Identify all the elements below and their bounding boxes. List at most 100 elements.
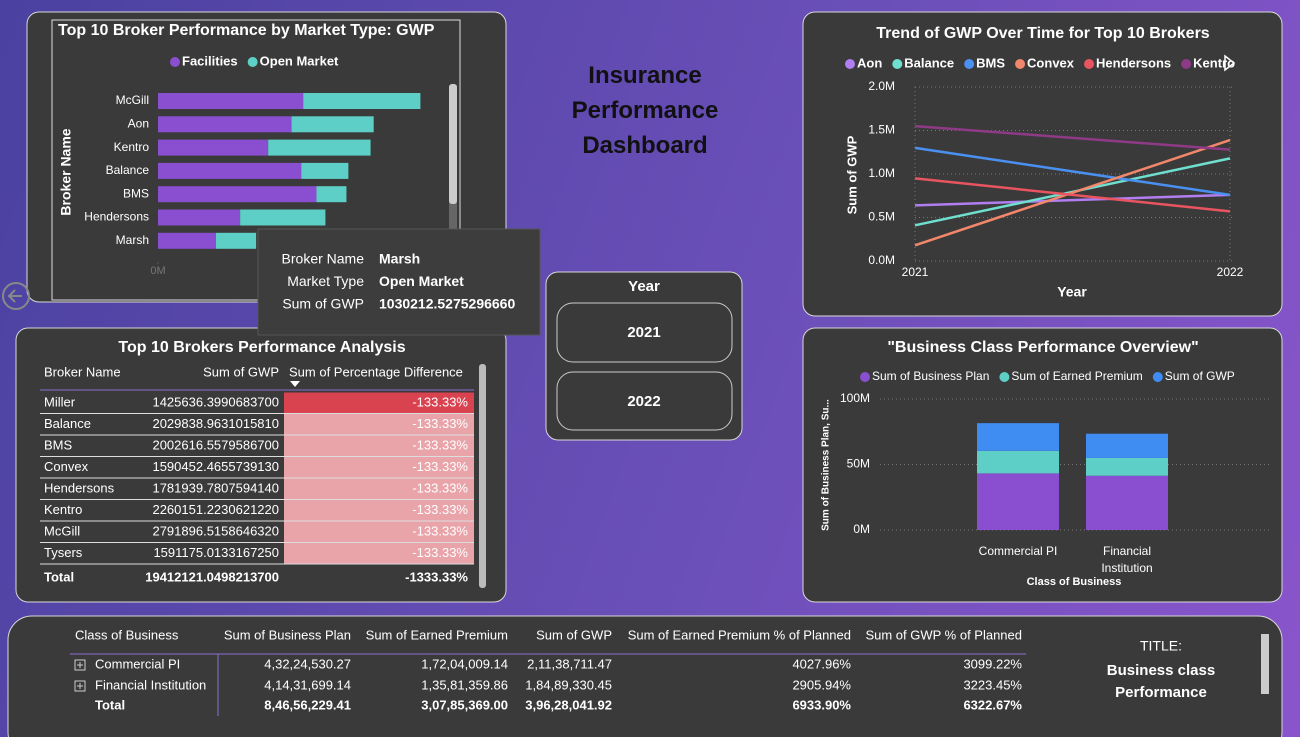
legend-label[interactable]: BMS bbox=[976, 55, 1005, 70]
table-cell: 4027.96% bbox=[792, 656, 851, 671]
table-total: -1333.33% bbox=[405, 569, 468, 584]
y-tick-label: 100M bbox=[840, 391, 870, 405]
legend-label[interactable]: Facilities bbox=[182, 53, 238, 68]
chart-title: Top 10 Broker Performance by Market Type… bbox=[58, 22, 435, 39]
column-header[interactable]: Sum of GWP % of Planned bbox=[865, 627, 1022, 642]
legend-label[interactable]: Open Market bbox=[260, 53, 339, 68]
table-total: 8,46,56,229.41 bbox=[264, 697, 351, 712]
cell-background bbox=[284, 457, 474, 478]
scrollbar[interactable] bbox=[1261, 634, 1269, 694]
x-tick-label: 2022 bbox=[1217, 265, 1244, 279]
bar[interactable] bbox=[158, 93, 304, 109]
y-tick-label: 2.0M bbox=[868, 79, 895, 93]
table-cell: 4,14,31,699.14 bbox=[264, 677, 351, 692]
x-tick-label: 0M bbox=[150, 265, 165, 277]
legend-label[interactable]: Convex bbox=[1027, 55, 1075, 70]
table-cell: 3099.22% bbox=[963, 656, 1022, 671]
expand-icon[interactable] bbox=[74, 659, 86, 671]
y-tick-label: McGill bbox=[116, 93, 149, 107]
bar[interactable] bbox=[158, 116, 292, 133]
cell-background bbox=[284, 543, 474, 564]
bar[interactable] bbox=[158, 162, 302, 179]
line[interactable] bbox=[914, 138, 1231, 247]
bar[interactable] bbox=[268, 139, 371, 156]
cell-background bbox=[284, 478, 474, 500]
back-button[interactable] bbox=[2, 282, 30, 310]
legend-label[interactable]: Sum of Business Plan bbox=[872, 369, 989, 383]
y-axis-title: Sum of Business Plan, Su... bbox=[821, 399, 832, 531]
slicer-button[interactable] bbox=[556, 371, 733, 431]
table-cell: 2791896.5158646320 bbox=[152, 523, 279, 538]
cell-background bbox=[284, 435, 474, 457]
card-label: TITLE: bbox=[1140, 638, 1182, 654]
line[interactable] bbox=[914, 146, 1231, 197]
slicer-option[interactable]: 2022 bbox=[627, 393, 660, 410]
line[interactable] bbox=[914, 177, 1231, 213]
column-header[interactable]: Class of Business bbox=[75, 627, 179, 642]
legend-marker bbox=[845, 59, 855, 69]
tooltip-value: Marsh bbox=[379, 251, 420, 267]
bar[interactable] bbox=[1086, 433, 1168, 458]
bar[interactable] bbox=[158, 186, 317, 203]
slicer-option[interactable]: 2021 bbox=[627, 324, 660, 341]
bar[interactable] bbox=[158, 209, 241, 226]
column-header[interactable]: Sum of GWP bbox=[536, 627, 612, 642]
column-header[interactable]: Sum of Percentage Difference bbox=[289, 364, 463, 379]
column-header[interactable]: Broker Name bbox=[44, 364, 121, 379]
y-tick-label: Aon bbox=[128, 116, 149, 130]
y-tick-label: Hendersons bbox=[84, 210, 149, 224]
cell-background bbox=[284, 392, 474, 414]
line[interactable] bbox=[914, 193, 1231, 207]
legend-label[interactable]: Kentro bbox=[1193, 55, 1235, 70]
table-cell: 1,84,89,330.45 bbox=[525, 677, 612, 692]
tooltip-label: Market Type bbox=[287, 273, 364, 289]
bar[interactable] bbox=[303, 93, 421, 109]
cell-background bbox=[284, 414, 474, 435]
table-cell: 2002616.5579586700 bbox=[152, 437, 279, 452]
scrollbar[interactable] bbox=[479, 364, 486, 588]
legend-label[interactable]: Balance bbox=[904, 55, 954, 70]
bar[interactable] bbox=[1086, 457, 1168, 476]
slicer-button[interactable] bbox=[556, 302, 733, 363]
table-total: 3,96,28,041.92 bbox=[525, 697, 612, 712]
table-cell: 1,72,04,009.14 bbox=[421, 656, 508, 671]
bar[interactable] bbox=[158, 232, 217, 249]
table-cell: -133.33% bbox=[412, 416, 468, 431]
line[interactable] bbox=[914, 124, 1231, 151]
bar[interactable] bbox=[977, 450, 1059, 474]
table-cell: 1425636.3990683700 bbox=[152, 394, 279, 409]
legend-marker bbox=[964, 59, 975, 69]
column-header[interactable]: Sum of Earned Premium bbox=[366, 627, 508, 642]
table-cell: Miller bbox=[44, 394, 76, 409]
legend-marker bbox=[892, 59, 903, 69]
table-cell: Hendersons bbox=[44, 480, 115, 495]
column-header[interactable]: Sum of Business Plan bbox=[224, 627, 351, 642]
bar[interactable] bbox=[216, 232, 257, 249]
x-tick-label: Financial Institution bbox=[1101, 544, 1153, 575]
scrollbar-thumb[interactable] bbox=[449, 84, 457, 204]
column-header[interactable]: Sum of Earned Premium % of Planned bbox=[628, 627, 851, 642]
bar[interactable] bbox=[1086, 475, 1168, 530]
expand-plus bbox=[77, 662, 83, 668]
table-cell: 1591175.0133167250 bbox=[153, 545, 279, 560]
legend-label[interactable]: Sum of Earned Premium bbox=[1011, 369, 1142, 383]
legend-label[interactable]: Aon bbox=[857, 55, 882, 70]
column-header[interactable]: Sum of GWP bbox=[203, 364, 279, 379]
y-tick-label: 1.5M bbox=[868, 123, 895, 137]
bar[interactable] bbox=[977, 473, 1059, 530]
table-total: Total bbox=[44, 569, 74, 584]
legend-label[interactable]: Hendersons bbox=[1096, 55, 1171, 70]
bar[interactable] bbox=[316, 186, 347, 203]
bar[interactable] bbox=[158, 139, 269, 156]
legend-next[interactable] bbox=[1224, 54, 1236, 72]
bar[interactable] bbox=[291, 116, 374, 133]
y-axis-title: Sum of GWP bbox=[844, 135, 859, 214]
bar[interactable] bbox=[301, 162, 349, 179]
bar[interactable] bbox=[977, 423, 1059, 451]
table-total: 6322.67% bbox=[963, 697, 1022, 712]
legend-label[interactable]: Sum of GWP bbox=[1165, 369, 1235, 383]
expand-icon[interactable] bbox=[74, 680, 86, 692]
bar[interactable] bbox=[240, 209, 326, 226]
y-tick-label: 0.0M bbox=[868, 253, 895, 267]
